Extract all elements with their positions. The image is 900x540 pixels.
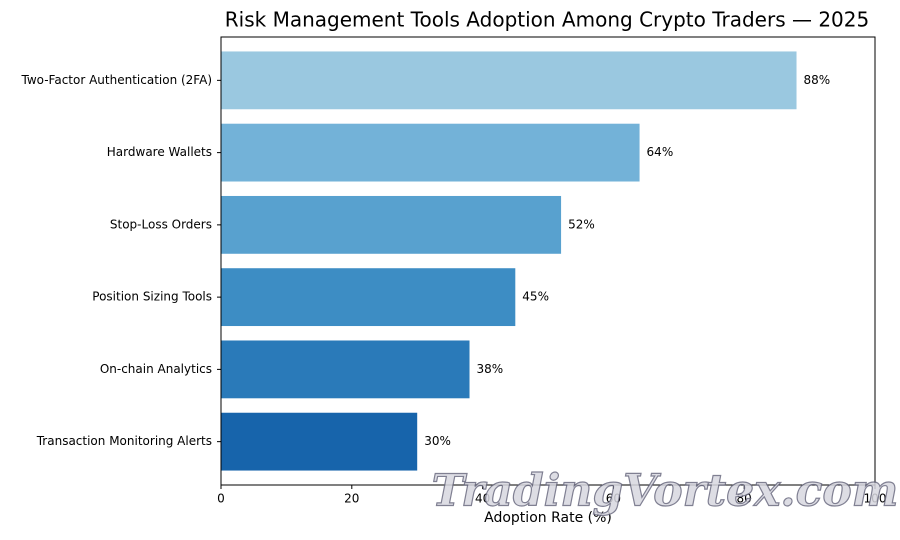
value-label: 38% — [477, 362, 504, 376]
value-label: 64% — [647, 145, 674, 159]
x-tick-label: 80 — [737, 492, 752, 506]
x-tick-label: 20 — [344, 492, 359, 506]
y-tick-label: Position Sizing Tools — [92, 290, 212, 304]
x-tick-label: 100 — [864, 492, 887, 506]
bar — [221, 123, 640, 182]
bar — [221, 412, 418, 471]
bar — [221, 340, 470, 399]
y-tick-label: Stop-Loss Orders — [110, 217, 212, 231]
bar — [221, 268, 516, 327]
value-label: 45% — [522, 290, 549, 304]
value-label: 88% — [804, 73, 831, 87]
value-label: 52% — [568, 217, 595, 231]
chart-title: Risk Management Tools Adoption Among Cry… — [225, 8, 869, 32]
x-tick-label: 0 — [217, 492, 225, 506]
x-tick-label: 40 — [475, 492, 490, 506]
bar — [221, 51, 797, 110]
y-tick-label: Transaction Monitoring Alerts — [36, 434, 212, 448]
y-tick-label: Hardware Wallets — [107, 145, 212, 159]
y-tick-label: On-chain Analytics — [100, 362, 212, 376]
y-tick-label: Two-Factor Authentication (2FA) — [20, 73, 212, 87]
x-tick-label: 60 — [606, 492, 621, 506]
plot-frame — [220, 36, 876, 486]
value-label: 30% — [424, 434, 451, 448]
bar — [221, 195, 562, 254]
watermark: TradingVortex.com — [432, 466, 899, 517]
x-axis-label: Adoption Rate (%) — [484, 510, 612, 526]
